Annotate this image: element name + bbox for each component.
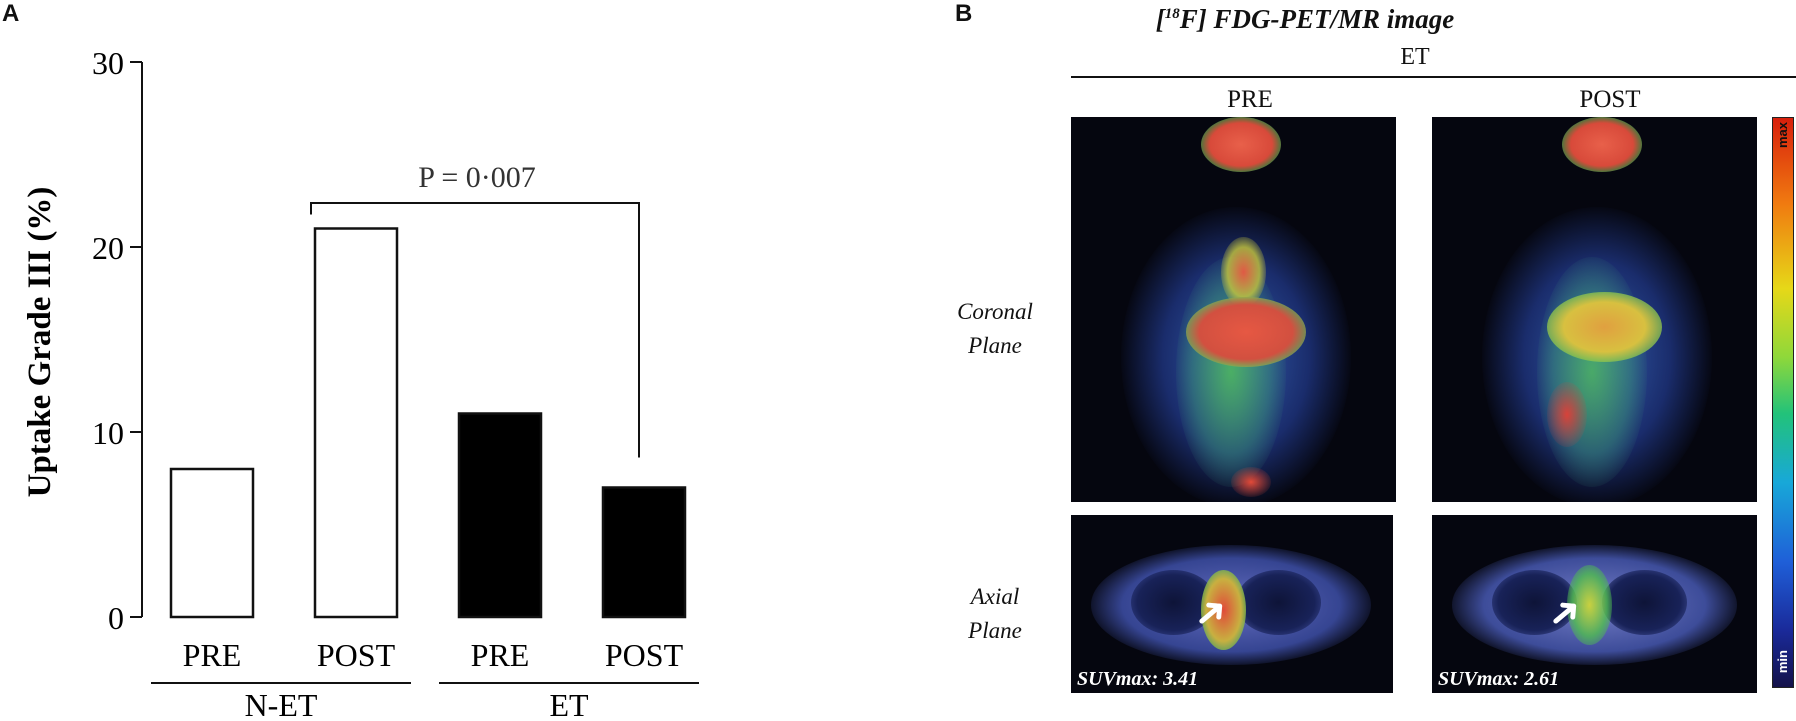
- x-tick-label: POST: [317, 637, 396, 673]
- title-prefix: [: [1155, 4, 1165, 34]
- bar-chart: 0 10 20 30 PRE POST PRE POST N-ET ET P = 0·007 U…: [22, 45, 699, 721]
- color-scale-bar: [1772, 117, 1794, 688]
- x-tick-label: PRE: [471, 637, 530, 673]
- x-tick-label: POST: [605, 637, 684, 673]
- suv-post-label: SUVmax: 2.61: [1438, 668, 1560, 690]
- axial-post-image: ➜ SUVmax: 2.61: [1432, 515, 1757, 693]
- title-superscript: 18: [1164, 6, 1180, 22]
- y-axis-label: Uptake Grade III (%): [22, 187, 58, 498]
- bar: [601, 486, 687, 619]
- x-tick-label: PRE: [183, 637, 242, 673]
- title-text: F] FDG-PET/MR image: [1179, 4, 1455, 34]
- row-label-axial-line2: Plane: [968, 618, 1022, 643]
- row-label-axial-line1: Axial: [970, 584, 1020, 609]
- row-label-coronal-line1: Coronal: [957, 299, 1033, 324]
- color-scale-max-label: max: [1775, 122, 1790, 149]
- bar: [169, 467, 255, 619]
- row-label-axial: Axial Plane: [930, 580, 1060, 648]
- row-label-coronal-line2: Plane: [968, 333, 1022, 358]
- color-scale-min-label: min: [1775, 650, 1790, 674]
- p-value-label: P = 0·007: [418, 161, 535, 194]
- panel-b-title: [18F] FDG-PET/MR image: [1055, 4, 1555, 35]
- bar: [457, 412, 543, 619]
- bar: [313, 227, 399, 619]
- panel-b-group-label: ET: [1400, 44, 1430, 70]
- y-tick-label: 0: [108, 600, 124, 636]
- column-label-post: POST: [1579, 86, 1641, 113]
- y-tick-label: 30: [92, 45, 124, 81]
- bars: [169, 227, 687, 619]
- significance-bracket: [310, 202, 640, 458]
- group-label: N-ET: [245, 687, 318, 721]
- y-axis: 0 10 20 30: [92, 45, 143, 636]
- axial-pre-image: ➜ SUVmax: 3.41: [1071, 515, 1393, 693]
- x-axis: PRE POST PRE POST N-ET ET: [151, 637, 699, 721]
- panel-b-letter: B: [955, 0, 973, 27]
- y-tick-label: 10: [92, 415, 124, 451]
- coronal-pre-image: [1071, 117, 1396, 502]
- group-label: ET: [549, 687, 589, 721]
- significance-annotation: P = 0·007: [310, 161, 640, 458]
- suv-pre-label: SUVmax: 3.41: [1077, 668, 1199, 690]
- y-tick-label: 20: [92, 230, 124, 266]
- panel-b-group-line: [1071, 76, 1796, 78]
- column-label-pre: PRE: [1227, 86, 1273, 113]
- row-label-coronal: Coronal Plane: [930, 295, 1060, 363]
- coronal-post-image: [1432, 117, 1757, 502]
- panel-a-letter: A: [2, 0, 20, 27]
